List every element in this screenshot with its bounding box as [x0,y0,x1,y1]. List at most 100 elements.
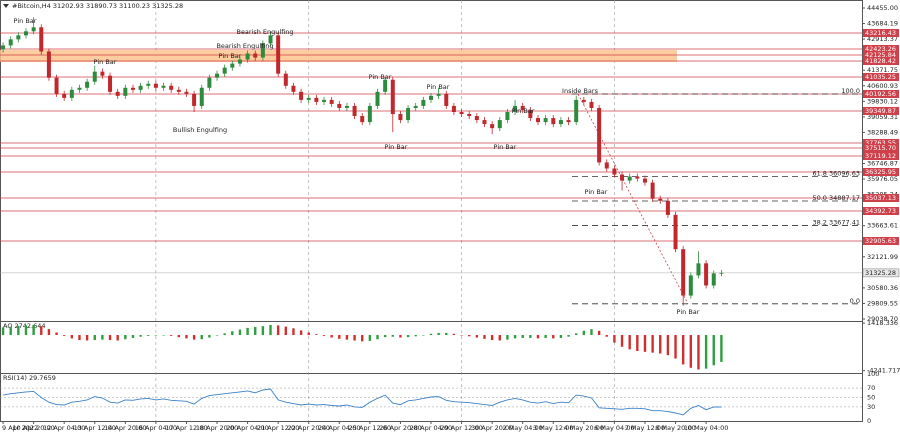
ao-bar [208,335,211,338]
y-tick-label: 43684.19 [867,20,898,28]
x-tick-label: 29 Apr 12:00 [440,424,482,432]
annotation: Bearish Engulfing [236,28,293,36]
y-tick-label: 33663.61 [867,222,898,230]
level-label-box [863,28,899,37]
y-tick-label: -4241.717 [867,367,900,375]
candle-body [337,103,342,108]
ao-bar [681,335,685,365]
candle-body [696,263,701,276]
candle-body [16,35,21,40]
candle-body [451,105,456,113]
level-label-box [863,44,899,53]
candle-body [711,273,716,286]
candle-body [421,99,426,106]
ao-title: AO 2742.644 [3,322,46,330]
candle-body [130,87,135,90]
level-label-box [863,193,899,202]
candle-body [665,200,670,215]
candle-body [490,124,495,129]
candle-body [635,176,640,179]
fib-trend-line [577,93,689,305]
x-tick-label: 9 Apr 2022 [2,424,38,432]
ao-bar [460,335,463,336]
ao-bar [231,331,234,336]
candle-body [467,114,472,117]
annotation: Pin Bar [677,308,700,316]
ao-bar [506,335,509,340]
candle-body [627,176,632,181]
candle-body [673,214,678,250]
ao-bar [567,335,570,337]
ao-bar [712,335,715,366]
candle-body [176,89,181,92]
ao-bar [429,333,433,336]
ao-bar [552,335,555,339]
level-label-box [863,143,899,152]
x-tick-label: 8 May 20:00 [655,424,695,432]
level-label: 37515.70 [865,144,896,152]
level-label: 41828.42 [865,57,896,65]
ao-bar [414,335,417,337]
current-price-label: 31325.28 [865,269,896,277]
candle-body [306,97,311,100]
candle-body [54,77,59,94]
candle-body [260,43,265,58]
candle-body [322,99,327,102]
ao-bar [330,335,333,338]
ao-bar [315,334,318,336]
y-tick-label: 42913.37 [867,35,898,43]
x-tick-label: 30 Apr 20:00 [471,424,513,432]
ao-bar [613,335,616,343]
candle-body [497,120,502,129]
candle-body [215,73,220,78]
ao-bar [544,335,547,338]
candle-body [719,272,724,274]
annotation: Pin Bar [14,17,37,25]
candle-body [291,85,296,92]
ao-bar [353,335,356,341]
candle-body [344,105,349,108]
ao-bar [139,335,142,337]
level-label-box [863,138,899,147]
candle-body [230,63,235,68]
level-label: 37763.55 [865,139,896,147]
candle-body [108,75,113,92]
x-tick-label: 2 May 04:00 [502,424,542,432]
ao-bar [406,335,410,338]
ao-bar [284,326,288,336]
x-tick-label: 18 Apr 20:00 [196,424,238,432]
candle-body [612,168,617,175]
ao-bar [643,335,647,352]
chart-title: #Bitcoin,H4 31202.93 31890.73 31100.23 3… [12,2,183,10]
ao-bar [147,335,150,336]
level-label-box [863,236,899,245]
ao-bar [32,324,35,336]
ao-bar [597,330,601,336]
x-tick-label: 25 Apr 12:00 [349,424,391,432]
y-tick-label: 1418.336 [867,319,898,327]
candle-body [581,99,586,102]
candle-body [46,51,51,78]
candle-body [535,118,540,123]
candle-body [642,178,647,183]
ao-bar [605,335,608,337]
ao-bar [536,335,540,339]
y-tick-label: 39830.12 [867,97,898,105]
fib-label: 61.8 36096.63 [812,170,860,178]
x-tick-label: 20 Apr 04:00 [226,424,268,432]
candle-body [520,105,525,110]
y-tick-label: 100 [867,370,879,378]
candle-body [505,112,510,121]
ao-bar [513,335,517,339]
candle-body [390,79,395,115]
candle-body [222,67,227,74]
candle-body [283,73,288,86]
candle-body [85,81,90,88]
y-tick-label: 29809.55 [867,299,898,307]
annotation: Pin Bar [219,52,242,60]
ao-bar [529,335,532,338]
candle-body [398,114,403,121]
ao-bar [620,335,624,347]
